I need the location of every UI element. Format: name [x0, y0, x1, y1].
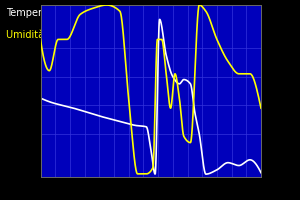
Text: Umidità atmosferica (%): Umidità atmosferica (%) [6, 31, 125, 41]
Text: Temperatura (°C): Temperatura (°C) [6, 8, 90, 18]
